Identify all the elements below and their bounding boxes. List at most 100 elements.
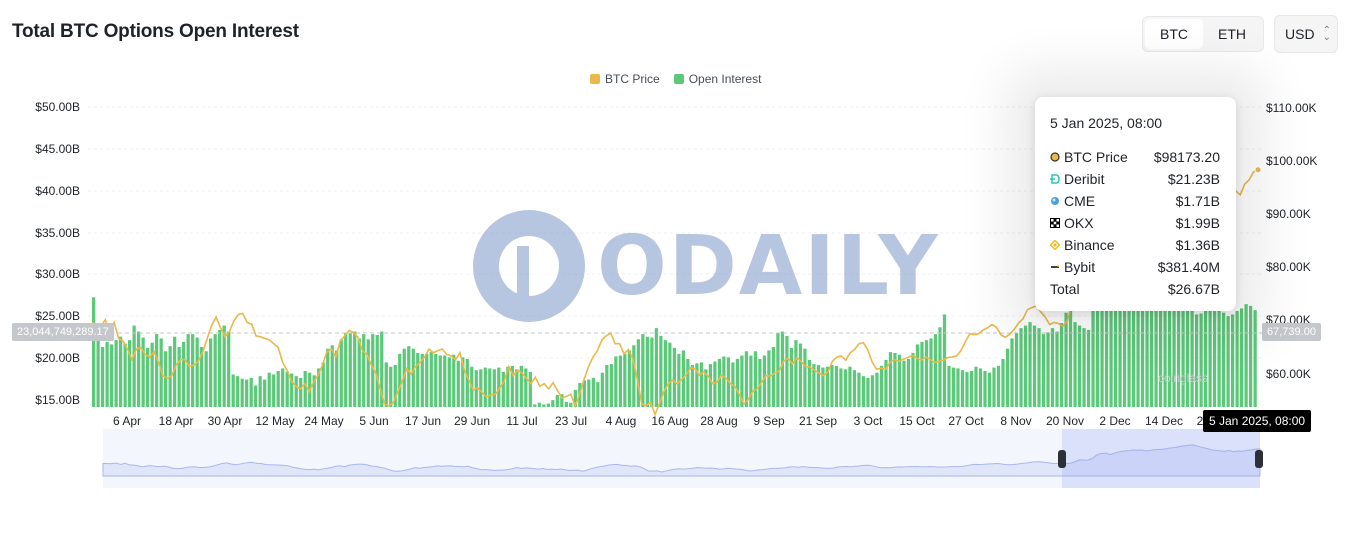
oi-bar [947, 365, 951, 407]
oi-bar [546, 403, 550, 407]
oi-bar [1010, 338, 1014, 407]
oi-bar [510, 365, 514, 407]
oi-bar [1028, 322, 1032, 407]
asset-toggle-eth[interactable]: ETH [1218, 26, 1246, 42]
oi-bar [744, 351, 749, 407]
oi-bar [1095, 285, 1100, 407]
chevron-up-down-icon: ⌃ ⌄ [1322, 25, 1331, 43]
y-right-tick: $100.00K [1266, 154, 1318, 168]
oi-bar [600, 372, 604, 407]
deribit-icon [1050, 174, 1060, 184]
tooltip-value: $1.99B [1175, 215, 1220, 231]
oi-bar [438, 355, 442, 407]
chart-legend: BTC Price Open Interest [590, 72, 761, 86]
oi-bar [357, 338, 361, 407]
oi-bar [1190, 308, 1194, 407]
oi-bar [803, 348, 807, 407]
oi-bar [614, 356, 618, 407]
oi-bar [699, 362, 703, 407]
y-left-tick: $40.00B [35, 184, 80, 198]
oi-bar [623, 353, 627, 407]
legend-item-open-interest[interactable]: Open Interest [673, 72, 761, 86]
oi-bar [902, 360, 906, 407]
oi-bar [218, 329, 222, 407]
oi-bar [1086, 329, 1091, 407]
crosshair-left-value: 23,044,749,289.17 [12, 323, 114, 341]
oi-bar [906, 359, 911, 407]
oi-bar [821, 367, 825, 407]
tooltip-value: $381.40M [1157, 259, 1220, 275]
oi-bar [1249, 305, 1253, 407]
oi-bar [942, 314, 947, 407]
legend-item-btc-price[interactable]: BTC Price [590, 72, 660, 86]
oi-bar [560, 394, 564, 407]
oi-bar [789, 347, 794, 407]
oi-bar [582, 380, 586, 407]
oi-bar [1064, 312, 1068, 407]
oi-bar [1041, 334, 1046, 407]
oi-bar [411, 348, 415, 407]
y-left-tick: $20.00B [35, 351, 80, 365]
oi-bar [992, 367, 996, 407]
oi-bar [146, 347, 150, 407]
currency-select[interactable]: USD ⌃ ⌄ [1274, 15, 1338, 53]
oi-bar [839, 368, 843, 407]
oi-bar [110, 344, 114, 407]
oi-bar [195, 337, 199, 407]
oi-bar [983, 371, 987, 407]
oi-bar [1005, 348, 1010, 407]
oi-bar [1059, 323, 1064, 407]
currency-select-value: USD [1285, 26, 1315, 42]
y-left-tick: $45.00B [35, 142, 80, 156]
oi-bar [1230, 314, 1235, 407]
oi-bar [1181, 299, 1185, 407]
oi-bar [1091, 299, 1095, 407]
oi-bar [641, 334, 645, 407]
navigator-area [102, 444, 1261, 477]
oi-bar [1203, 310, 1208, 407]
x-tick: 3 Oct [853, 414, 883, 428]
oi-bar [281, 368, 285, 407]
x-tick: 28 Aug [700, 414, 738, 428]
oi-bar [686, 359, 690, 407]
oi-bar [488, 368, 492, 407]
oi-bar [1194, 314, 1199, 407]
y-right-tick: $60.00K [1266, 367, 1311, 381]
oi-bar [978, 368, 983, 407]
oi-bar [375, 335, 379, 407]
asset-toggle-btc[interactable]: BTC [1145, 19, 1203, 49]
oi-bar [1176, 304, 1181, 407]
oi-bar [1100, 274, 1104, 407]
oi-bar [812, 364, 816, 407]
oi-bar [204, 351, 208, 407]
oi-bar [290, 373, 294, 407]
tooltip-label: Binance [1064, 237, 1115, 253]
oi-bar [1109, 249, 1113, 407]
navigator-handle-right [1255, 450, 1263, 468]
oi-bar [393, 365, 397, 407]
oi-bar [155, 334, 159, 407]
oi-bar [1212, 305, 1217, 407]
oi-bar [848, 366, 852, 407]
oi-bar [1122, 303, 1127, 407]
oi-bar [501, 371, 505, 407]
oi-bar [785, 335, 789, 407]
oi-bar [1235, 311, 1239, 407]
cme-icon [1051, 197, 1059, 205]
oi-bar [537, 402, 541, 407]
oi-bar [870, 375, 875, 407]
oi-bar [852, 370, 857, 407]
oi-bar [1023, 325, 1028, 407]
tooltip-label: Deribit [1064, 171, 1105, 187]
tooltip-row-okx: OKX $1.99B [1050, 212, 1220, 234]
oi-bar [1163, 293, 1167, 407]
oi-bar [866, 377, 870, 407]
oi-bar [123, 343, 127, 407]
oi-bar [434, 353, 438, 407]
oi-bar [924, 340, 929, 407]
tooltip-row-btc-price: BTC Price $98173.20 [1050, 146, 1220, 168]
watermark-text: ODAILY [597, 218, 940, 314]
oi-bar [1239, 308, 1244, 407]
oi-bar [191, 334, 195, 407]
x-tick: 2 Dec [1099, 414, 1131, 428]
